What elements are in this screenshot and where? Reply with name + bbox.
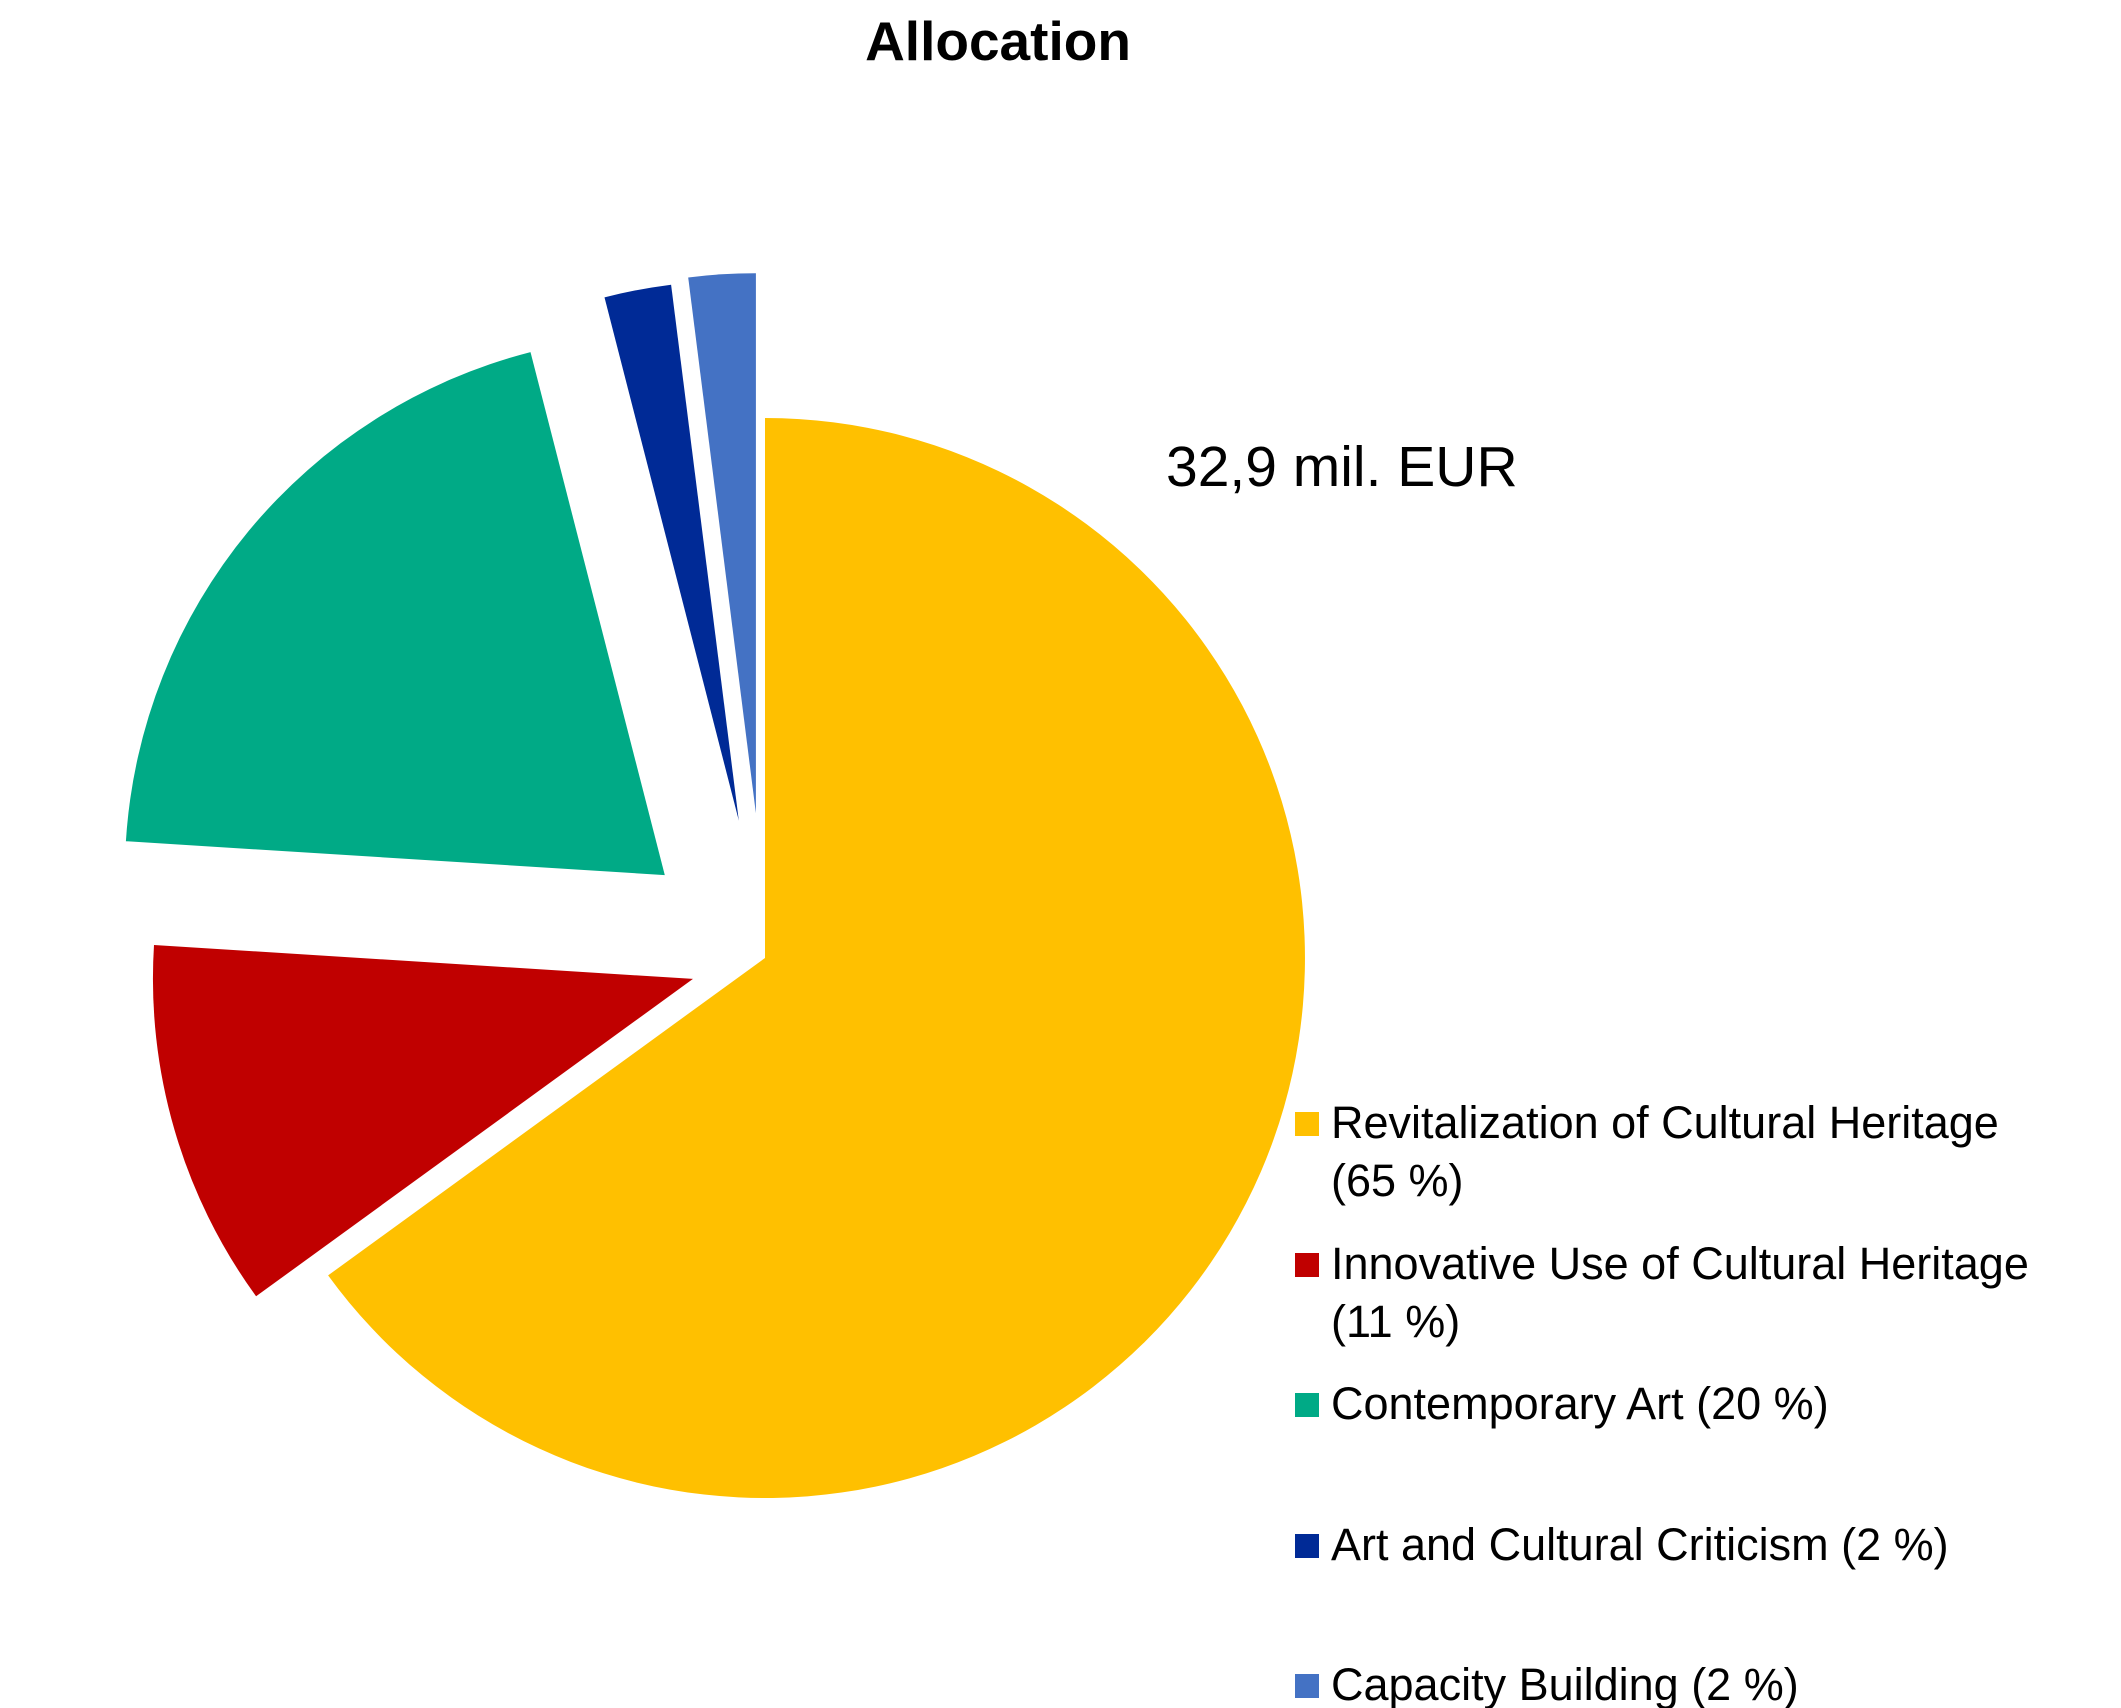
chart-title: Allocation	[865, 10, 1131, 72]
legend-label-line: (65 %)	[1331, 1155, 1464, 1206]
total-amount-label: 32,9 mil. EUR	[1166, 435, 1518, 499]
legend-label-5: Capacity Building (2 %)	[1331, 1659, 1799, 1708]
legend: Revitalization of Cultural Heritage (65 %…	[1295, 1097, 2029, 1708]
legend-label-3: Contemporary Art (20 %)	[1331, 1378, 1829, 1429]
legend-swatch-2	[1295, 1253, 1319, 1277]
legend-label-2: Innovative Use of Cultural Heritage (11 %…	[1331, 1238, 2029, 1347]
pie-slice-3	[125, 352, 665, 876]
legend-label-4: Art and Cultural Criticism (2 %)	[1331, 1519, 1949, 1570]
legend-label-line: Innovative Use of Cultural Heritage	[1331, 1238, 2029, 1289]
legend-swatch-3	[1295, 1393, 1319, 1417]
legend-label-line: Contemporary Art (20 %)	[1331, 1378, 1829, 1429]
pie-slice-1	[328, 418, 1305, 1499]
legend-swatch-5	[1295, 1674, 1319, 1698]
legend-label-1: Revitalization of Cultural Heritage (65 %…	[1331, 1097, 1999, 1206]
pie-slice-5	[688, 273, 756, 814]
legend-label-line: (11 %)	[1331, 1296, 1460, 1347]
pie-slice-4	[604, 284, 739, 821]
legend-swatch-4	[1295, 1534, 1319, 1558]
pie-slices	[125, 273, 1305, 1499]
legend-label-line: Art and Cultural Criticism (2 %)	[1331, 1519, 1949, 1570]
legend-label-line: Capacity Building (2 %)	[1331, 1659, 1799, 1708]
legend-swatch-1	[1295, 1112, 1319, 1136]
pie-slice-2	[152, 945, 694, 1297]
legend-label-line: Revitalization of Cultural Heritage	[1331, 1097, 1999, 1148]
